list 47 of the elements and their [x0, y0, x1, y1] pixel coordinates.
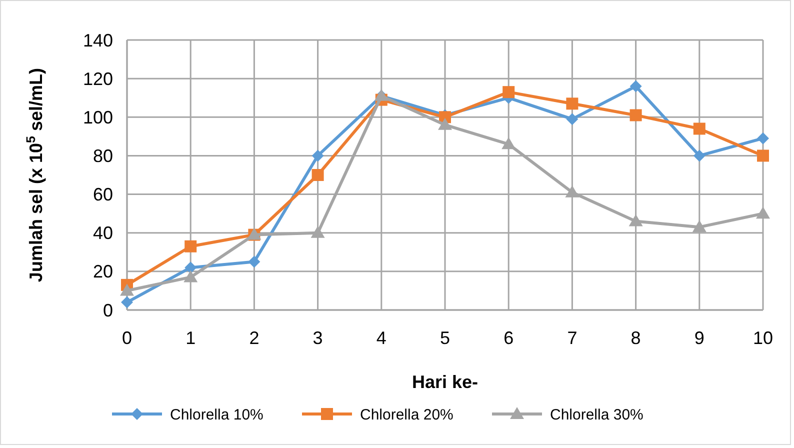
- point: [756, 206, 770, 219]
- point: [310, 226, 325, 238]
- x-tick-label: 0: [122, 328, 132, 348]
- point: [502, 137, 516, 150]
- point: [120, 284, 134, 296]
- point: [502, 86, 515, 98]
- point: [312, 150, 324, 162]
- x-tick-label: 10: [752, 328, 774, 348]
- point: [438, 118, 452, 130]
- point: [312, 169, 324, 181]
- point: [757, 150, 769, 162]
- point: [184, 262, 197, 274]
- legend-label: Chlorella 30%: [550, 406, 644, 424]
- legend-label: Chlorella 10%: [170, 406, 264, 424]
- x-tick-label: 3: [312, 328, 323, 348]
- point: [693, 122, 706, 135]
- y-tick-label: 60: [92, 184, 113, 205]
- y-tick-label: 120: [82, 68, 113, 89]
- x-tick-label: 8: [630, 328, 641, 348]
- x-tick-label: 6: [504, 328, 514, 348]
- point: [566, 113, 578, 126]
- point: [630, 109, 642, 122]
- y-tick-label: 100: [82, 107, 113, 128]
- x-tick-label: 2: [249, 328, 260, 348]
- point: [566, 98, 578, 110]
- point: [757, 132, 769, 144]
- point: [121, 296, 133, 308]
- point: [692, 220, 706, 232]
- x-tick-label: 1: [186, 328, 196, 348]
- point: [630, 80, 642, 92]
- point: [628, 214, 643, 226]
- x-tick-label: 9: [694, 328, 704, 348]
- y-tick-label: 40: [92, 223, 113, 244]
- y-tick-label: 140: [82, 30, 113, 50]
- point: [248, 256, 260, 268]
- point: [693, 150, 706, 162]
- y-tick-label: 80: [92, 146, 113, 166]
- y-tick-label: 20: [92, 262, 113, 282]
- point: [565, 185, 580, 198]
- point: [184, 270, 198, 282]
- x-tick-label: 7: [567, 328, 578, 348]
- point: [184, 240, 197, 252]
- legend-label: Chlorella 20%: [360, 406, 454, 424]
- x-tick-label: 5: [440, 328, 450, 348]
- y-tick-label: 0: [102, 300, 113, 320]
- x-tick-label: 4: [376, 328, 386, 348]
- x-axis-title: Hari ke-: [412, 372, 478, 392]
